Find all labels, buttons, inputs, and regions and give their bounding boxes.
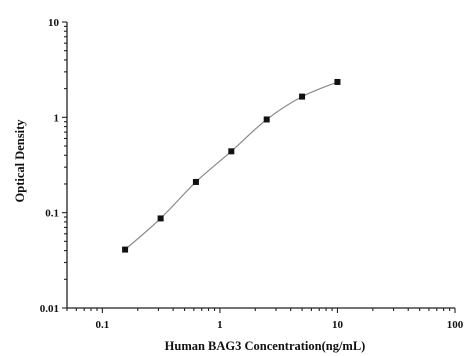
x-tick-label: 0.1 xyxy=(96,319,110,331)
data-point xyxy=(299,93,306,100)
y-tick-label: 0.01 xyxy=(40,303,59,315)
plot-area xyxy=(122,78,341,253)
fit-curve xyxy=(124,81,338,251)
y-axis-title: Optical Density xyxy=(13,119,27,203)
x-axis-title: Human BAG3 Concentration(ng/mL) xyxy=(165,339,366,353)
data-point xyxy=(192,178,199,185)
y-tick-label: 10 xyxy=(48,17,60,29)
data-point xyxy=(334,78,341,85)
data-point xyxy=(157,215,164,222)
x-tick-label: 10 xyxy=(332,319,344,331)
data-point xyxy=(263,116,270,123)
ticks: 0.1 1 10 100 0.01 0.1 1 10 xyxy=(40,17,464,331)
y-tick-label: 1 xyxy=(54,112,60,124)
x-tick-label: 100 xyxy=(447,319,464,331)
axes xyxy=(66,22,455,309)
x-tick-label: 1 xyxy=(217,319,223,331)
data-point xyxy=(228,148,235,155)
y-tick-label: 0.1 xyxy=(45,208,59,220)
data-point xyxy=(122,246,129,253)
